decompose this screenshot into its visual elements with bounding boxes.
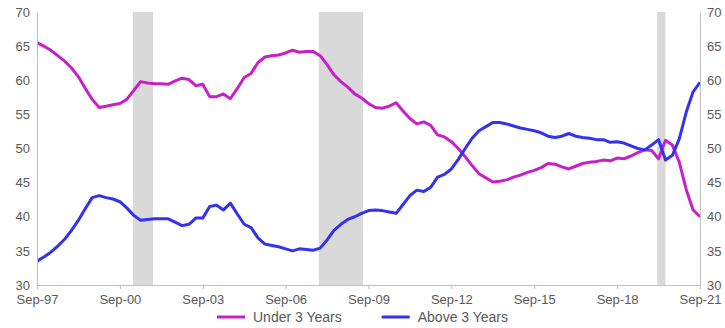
y-tick-label: 35 <box>16 244 30 259</box>
x-tick: Sep-06 <box>265 285 307 307</box>
x-tick-mark <box>37 285 38 289</box>
x-axis: Sep-97 Sep-00 Sep-03 Sep-06 Sep-09 Sep-12 Sep-… <box>17 285 722 307</box>
x-tick-label: Sep-15 <box>514 292 556 307</box>
y-tick: 70 <box>16 5 37 20</box>
x-axis-line <box>38 286 701 290</box>
series-line <box>37 82 700 261</box>
x-tick-label: Sep-18 <box>597 292 639 307</box>
y-tick: 60 <box>16 73 37 88</box>
y-tick: 65 <box>16 39 37 54</box>
y-tick: 45 <box>16 175 37 190</box>
chart: Sep-97 Sep-00 Sep-03 Sep-06 Sep-09 Sep-12 Sep-… <box>0 0 725 328</box>
y-tick-label: 55 <box>707 107 721 122</box>
y-tick-label: 55 <box>16 107 30 122</box>
x-tick-label: Sep-21 <box>680 292 722 307</box>
y-tick-label: 30 <box>16 278 30 293</box>
y-tick-label: 40 <box>16 209 30 224</box>
y2-axis: 30 35 40 45 50 55 60 65 70 <box>700 5 721 293</box>
y-tick-label: 60 <box>707 73 721 88</box>
y-tick: 35 <box>16 244 37 259</box>
legend: Under 3 Years Above 3 Years <box>217 309 508 325</box>
x-tick-label: Sep-12 <box>431 292 473 307</box>
y-tick: 45 <box>700 175 721 190</box>
series-line <box>37 43 700 217</box>
x-tick-label: Sep-09 <box>348 292 390 307</box>
x-tick-label: Sep-00 <box>99 292 141 307</box>
legend-item: Above 3 Years <box>382 309 508 325</box>
x-tick-label: Sep-97 <box>17 292 59 307</box>
x-tick-label: Sep-03 <box>182 292 224 307</box>
x-tick-mark <box>617 285 618 289</box>
y-tick: 50 <box>700 141 721 156</box>
legend-swatch <box>382 316 410 319</box>
y-tick-label: 40 <box>707 209 721 224</box>
y-tick: 30 <box>16 278 37 293</box>
x-tick: Sep-15 <box>514 285 556 307</box>
y-tick: 70 <box>700 5 721 20</box>
y-tick-label: 50 <box>707 141 721 156</box>
y-tick-label: 45 <box>707 175 721 190</box>
x-tick-mark <box>534 285 535 289</box>
y-tick-label: 65 <box>16 39 30 54</box>
x-tick: Sep-03 <box>182 285 224 307</box>
y-tick: 30 <box>700 278 721 293</box>
x-tick: Sep-00 <box>99 285 141 307</box>
x-tick-mark <box>451 285 452 289</box>
legend-label: Under 3 Years <box>253 309 342 325</box>
y-tick-label: 35 <box>707 244 721 259</box>
x-tick-mark <box>286 285 287 289</box>
y-tick-label: 60 <box>16 73 30 88</box>
y-tick: 55 <box>16 107 37 122</box>
x-tick: Sep-12 <box>431 285 473 307</box>
legend-label: Above 3 Years <box>418 309 508 325</box>
y2-axis-line <box>700 13 701 286</box>
x-tick-mark <box>369 285 370 289</box>
y-tick: 50 <box>16 141 37 156</box>
y-tick-label: 70 <box>16 5 30 20</box>
x-tick: Sep-09 <box>348 285 390 307</box>
x-tick-label: Sep-06 <box>265 292 307 307</box>
y-tick: 65 <box>700 39 721 54</box>
plot-area <box>37 12 700 285</box>
x-tick: Sep-18 <box>597 285 639 307</box>
y-axis: 30 35 40 45 50 55 60 65 70 <box>16 5 38 293</box>
y-tick: 35 <box>700 244 721 259</box>
y-tick-label: 50 <box>16 141 30 156</box>
y-tick: 40 <box>700 209 721 224</box>
y-tick-label: 70 <box>707 5 721 20</box>
y-tick-label: 45 <box>16 175 30 190</box>
y-tick: 60 <box>700 73 721 88</box>
x-tick-mark <box>700 285 701 289</box>
y-tick-label: 30 <box>707 278 721 293</box>
y-axis-line <box>37 13 38 286</box>
y-tick: 40 <box>16 209 37 224</box>
legend-swatch <box>217 316 245 319</box>
recession-band <box>133 12 153 285</box>
x-tick-mark <box>120 285 121 289</box>
x-tick-mark <box>203 285 204 289</box>
y-tick-label: 65 <box>707 39 721 54</box>
y-tick: 55 <box>700 107 721 122</box>
legend-item: Under 3 Years <box>217 309 342 325</box>
